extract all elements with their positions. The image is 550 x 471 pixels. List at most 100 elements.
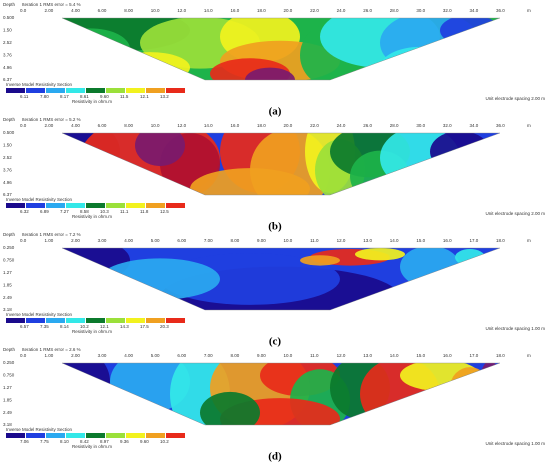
- x-tick-label: 11.0: [310, 353, 319, 358]
- legend-value: 7.27: [60, 209, 69, 214]
- spacing-note: Unit electrode spacing 2.00 m: [485, 96, 545, 101]
- x-tick-label: 6.00: [177, 353, 186, 358]
- legend-title: Inverse Model Resistivity Section: [6, 312, 73, 317]
- panel-title: Iteration 1 RMS error = 2.6 %: [22, 347, 81, 352]
- x-tick-label: 4.00: [124, 238, 133, 243]
- legend-value: 8.42: [80, 439, 89, 444]
- zone: [110, 52, 190, 80]
- depth-tick-label: 6.37: [3, 77, 12, 82]
- x-tick-label: 1.00: [45, 238, 54, 243]
- section: [62, 18, 500, 80]
- section-outline: [61, 132, 501, 196]
- panel: Depth Iteration 1 RMS error = 2.6 %0.0 1.0…: [3, 347, 545, 463]
- zone: [380, 46, 460, 80]
- zone: [455, 249, 485, 266]
- depth-tick-label: 1.85: [3, 397, 12, 402]
- section-outline: [61, 17, 501, 81]
- legend-unit: Resistivity in ohm.m: [72, 214, 112, 219]
- legend-value: 6.32: [20, 209, 29, 214]
- depth-tick-label: 2.49: [3, 295, 12, 300]
- legend-swatch: [146, 318, 165, 323]
- depth-tick-label: 4.96: [3, 180, 12, 185]
- legend-title: Inverse Model Resistivity Section: [6, 82, 73, 87]
- x-tick-label: 16.0: [230, 8, 239, 13]
- legend-swatch: [66, 433, 85, 438]
- x-tick-label: 7.00: [204, 238, 213, 243]
- x-tick-label: 5.00: [151, 238, 160, 243]
- zone: [62, 363, 110, 413]
- legend-swatch: [26, 433, 45, 438]
- legend-swatch: [86, 203, 105, 208]
- legend-value: 8.97: [100, 439, 109, 444]
- legend-value: 14.3: [120, 324, 129, 329]
- x-tick-label: 32.0: [443, 123, 452, 128]
- x-tick-label: 17.0: [469, 238, 478, 243]
- x-tick-label: 16.0: [230, 123, 239, 128]
- x-tick-label: 11.0: [310, 238, 319, 243]
- x-tick-label: 15.0: [416, 353, 425, 358]
- legend-value: 11.5: [120, 94, 129, 99]
- legend-value: 9.36: [120, 439, 129, 444]
- legend-swatch: [146, 88, 165, 93]
- legend-swatch: [126, 88, 145, 93]
- legend-swatch: [106, 88, 125, 93]
- x-tick-label: 12.0: [337, 353, 346, 358]
- x-tick-label: 18.0: [257, 123, 266, 128]
- x-unit: m: [527, 8, 531, 13]
- x-tick-label: 8.00: [124, 8, 133, 13]
- legend-swatch: [6, 88, 25, 93]
- x-tick-label: 14.0: [204, 8, 213, 13]
- depth-tick-label: 0.750: [3, 373, 15, 378]
- legend-value: 12.1: [100, 324, 109, 329]
- legend-swatch: [6, 203, 25, 208]
- zone: [400, 363, 480, 391]
- legend-swatch: [26, 318, 45, 323]
- legend-value: 12.5: [160, 209, 169, 214]
- legend-value: 7.80: [40, 94, 49, 99]
- spacing-note: Unit electrode spacing 1.00 m: [485, 441, 545, 446]
- x-tick-label: 2.00: [71, 238, 80, 243]
- legend-swatch: [126, 433, 145, 438]
- x-tick-label: 0.0: [20, 238, 27, 243]
- x-tick-label: 14.0: [390, 353, 399, 358]
- legend-value: 9.60: [140, 439, 149, 444]
- caption: (d): [268, 451, 282, 463]
- x-tick-label: 15.0: [416, 238, 425, 243]
- legend-value: 11.1: [120, 209, 129, 214]
- panel: Depth Iteration 1 RMS error = 7.2 %0.0 1.0…: [3, 232, 545, 347]
- x-tick-label: 18.0: [496, 238, 505, 243]
- x-tick-label: 10.0: [151, 123, 160, 128]
- depth-tick-label: 3.18: [3, 422, 12, 427]
- legend-swatch: [106, 433, 125, 438]
- panel-title: Iteration 1 RMS error = 7.2 %: [22, 232, 81, 237]
- caption: (b): [268, 221, 282, 233]
- zone: [62, 248, 130, 282]
- x-tick-label: 8.00: [230, 353, 239, 358]
- panel-title: Iteration 1 RMS error = 5.2 %: [22, 117, 81, 122]
- depth-label: Depth: [3, 117, 16, 122]
- legend-value: 13.2: [160, 94, 169, 99]
- x-tick-label: 14.0: [204, 123, 213, 128]
- legend-swatch: [26, 203, 45, 208]
- x-tick-label: 16.0: [443, 353, 452, 358]
- zone: [355, 248, 405, 261]
- legend-swatch: [146, 433, 165, 438]
- x-tick-label: 10.0: [284, 353, 293, 358]
- depth-tick-label: 6.37: [3, 192, 12, 197]
- legend-value: 8.14: [60, 324, 69, 329]
- spacing-note: Unit electrode spacing 1.00 m: [485, 326, 545, 331]
- legend-value: 7.35: [40, 324, 49, 329]
- legend-value: 10.2: [80, 324, 89, 329]
- legend-swatch: [86, 88, 105, 93]
- section: [62, 248, 500, 310]
- x-tick-label: 10.0: [151, 8, 160, 13]
- x-tick-label: 30.0: [416, 123, 425, 128]
- legend-value: 6.89: [40, 209, 49, 214]
- x-tick-label: 4.00: [71, 8, 80, 13]
- x-tick-label: 34.0: [469, 8, 478, 13]
- legend-value: 10.2: [160, 439, 169, 444]
- x-tick-label: 1.00: [45, 353, 54, 358]
- x-tick-label: 32.0: [443, 8, 452, 13]
- x-tick-label: 2.00: [71, 353, 80, 358]
